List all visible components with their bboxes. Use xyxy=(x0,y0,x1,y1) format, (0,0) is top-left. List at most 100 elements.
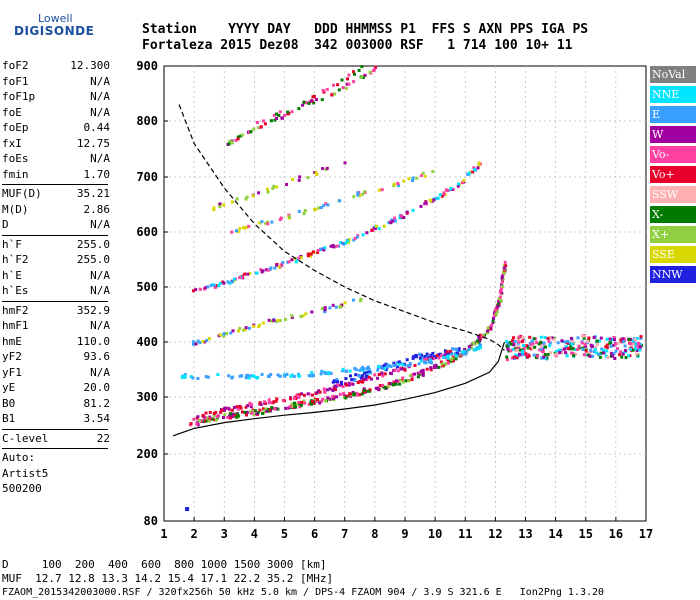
data-point xyxy=(356,191,360,195)
data-point xyxy=(635,349,639,352)
data-point xyxy=(230,141,234,145)
data-point xyxy=(602,351,606,355)
data-point xyxy=(260,372,264,376)
data-point xyxy=(541,348,545,352)
data-point xyxy=(429,368,433,372)
data-point xyxy=(627,354,631,358)
param-row-hmf1: hmF1 N/A xyxy=(2,318,110,334)
data-point xyxy=(266,190,270,194)
data-point xyxy=(505,344,509,348)
data-point xyxy=(567,347,570,350)
param-row-b0: B0 81.2 xyxy=(2,396,110,412)
data-point xyxy=(290,110,294,114)
data-point xyxy=(310,310,314,314)
data-point xyxy=(610,338,614,341)
param-value: N/A xyxy=(90,90,110,103)
data-point xyxy=(348,392,352,396)
data-point xyxy=(619,350,623,354)
data-point xyxy=(516,348,520,352)
data-point xyxy=(389,221,393,225)
data-point xyxy=(293,405,297,409)
data-point xyxy=(382,385,386,389)
data-point xyxy=(323,306,327,310)
data-point xyxy=(592,336,596,339)
data-point xyxy=(275,112,279,116)
data-point xyxy=(235,405,239,409)
data-point xyxy=(252,375,256,378)
data-point xyxy=(382,224,386,228)
data-point xyxy=(565,354,569,358)
data-point xyxy=(462,179,466,182)
data-point xyxy=(361,233,365,237)
data-point xyxy=(568,341,572,345)
data-point xyxy=(631,339,635,343)
param-value: 0.44 xyxy=(83,121,111,134)
data-point xyxy=(531,346,535,350)
data-point xyxy=(235,229,238,233)
data-point xyxy=(275,117,278,120)
data-point xyxy=(628,347,632,351)
data-point xyxy=(228,281,232,285)
param-label: B1 xyxy=(2,412,16,425)
data-point xyxy=(475,341,479,345)
data-point xyxy=(363,73,367,77)
data-point xyxy=(514,346,518,350)
data-point xyxy=(381,374,385,378)
data-point xyxy=(464,352,468,356)
param-row-fxi: fxI 12.75 xyxy=(2,136,110,152)
data-point xyxy=(431,351,435,355)
auto-scaler-version: 500200 xyxy=(2,482,42,495)
data-point xyxy=(238,374,242,378)
data-point xyxy=(592,350,596,354)
data-point xyxy=(215,415,219,419)
data-point xyxy=(275,397,279,401)
data-point xyxy=(446,356,450,360)
data-point xyxy=(197,419,201,423)
data-point xyxy=(344,377,348,381)
data-point xyxy=(320,369,324,373)
data-point xyxy=(359,368,363,372)
data-point xyxy=(622,337,626,341)
data-point xyxy=(541,350,545,354)
data-point xyxy=(417,362,421,366)
data-point xyxy=(314,98,318,101)
data-point xyxy=(373,373,377,377)
data-point xyxy=(225,332,229,336)
data-point xyxy=(298,374,302,378)
data-point xyxy=(495,310,499,314)
data-point xyxy=(194,288,198,292)
param-label: foF1 xyxy=(2,74,29,88)
data-point xyxy=(623,344,627,348)
param-row-clevel: C-level 22 xyxy=(2,431,110,447)
data-point xyxy=(324,399,328,403)
x-tick-label: 5 xyxy=(281,527,288,541)
data-point xyxy=(347,238,351,242)
param-value: 352.9 xyxy=(76,303,110,317)
param-row-fof1p: foF1p N/A xyxy=(2,89,110,105)
data-point xyxy=(596,342,600,346)
data-point xyxy=(191,376,195,380)
data-point xyxy=(312,373,315,377)
data-point xyxy=(420,174,424,177)
data-point xyxy=(370,228,374,232)
data-point xyxy=(387,384,390,388)
data-point xyxy=(271,186,275,190)
data-point xyxy=(443,353,447,357)
data-point xyxy=(352,195,356,199)
data-point xyxy=(330,93,334,97)
data-point xyxy=(252,413,256,417)
data-point xyxy=(569,344,573,348)
density-profile-curve xyxy=(172,341,505,437)
data-point xyxy=(230,200,234,204)
data-point xyxy=(409,374,412,378)
data-point xyxy=(475,347,479,351)
data-point xyxy=(539,347,543,351)
data-point xyxy=(343,161,347,165)
data-point xyxy=(278,218,282,222)
param-row-foes: foEs N/A xyxy=(2,151,110,167)
y-tick-label: 300 xyxy=(136,390,158,404)
data-point xyxy=(512,336,516,340)
data-point xyxy=(343,241,347,245)
data-point xyxy=(620,355,624,359)
param-value: 12.75 xyxy=(76,136,110,150)
